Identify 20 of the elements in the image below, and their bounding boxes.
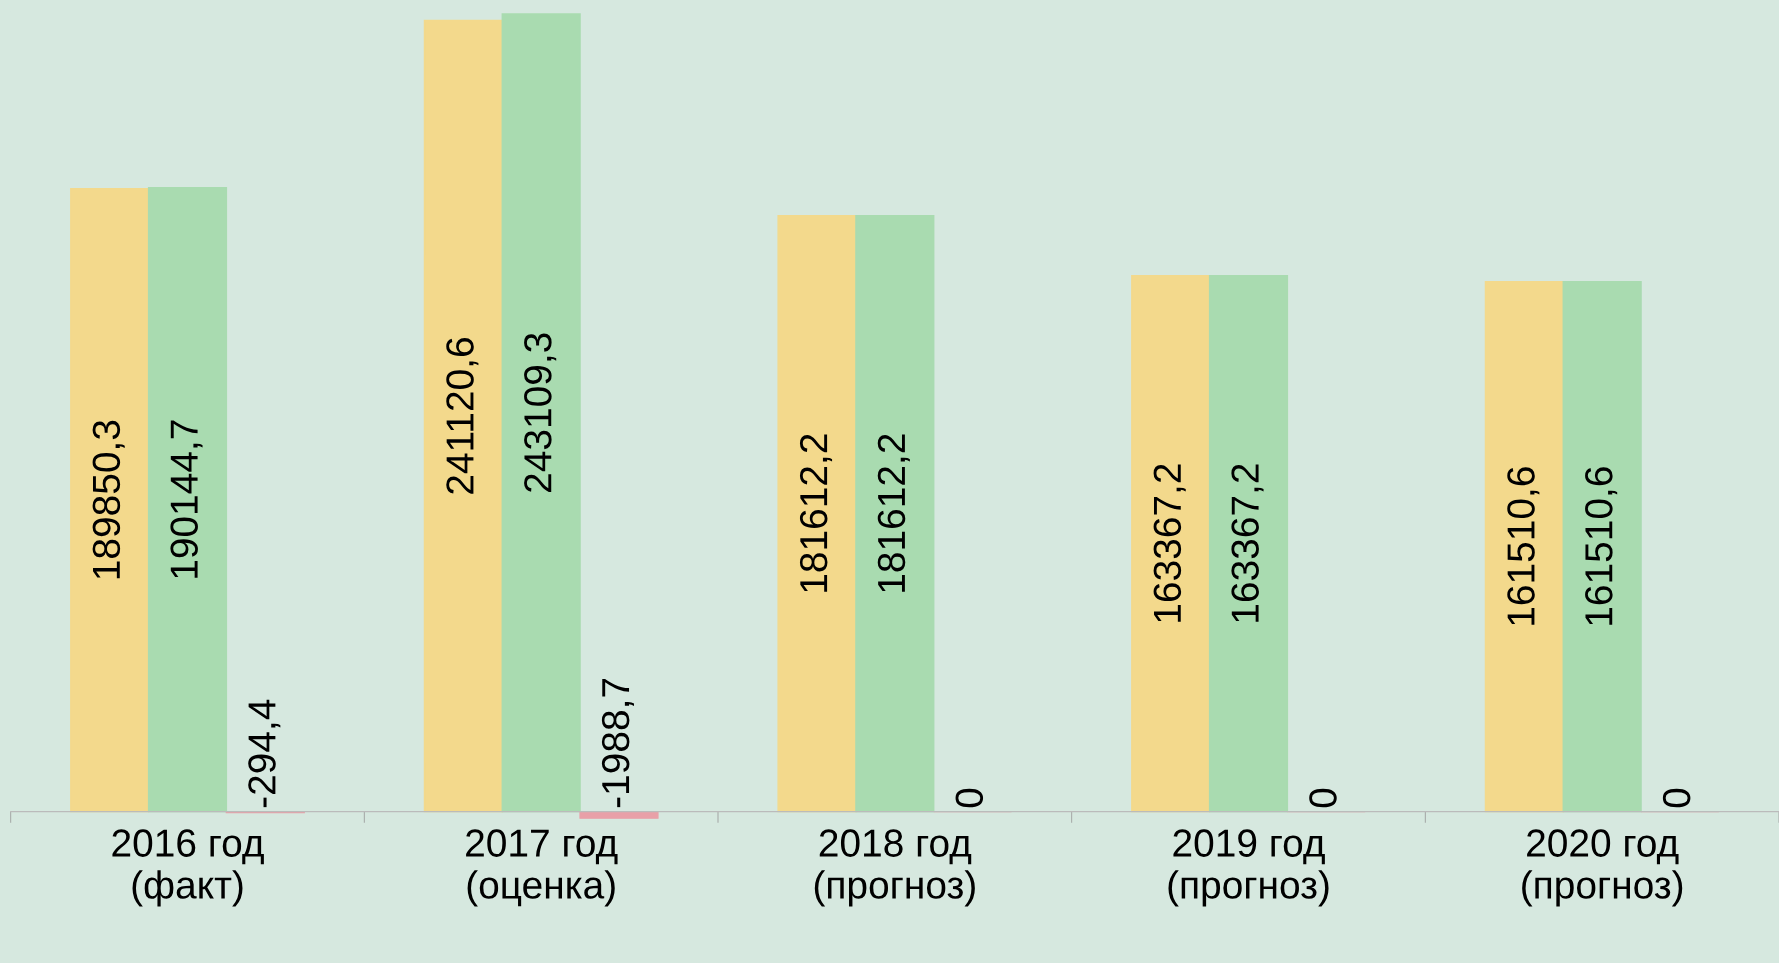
data-label: -1988,7 (601, 678, 635, 808)
x-tick-label: 2020 год (прогноз) (1522, 829, 1683, 907)
data-label: 163367,2 (1153, 464, 1186, 622)
data-label: 0 (955, 788, 984, 808)
data-label: 163367,2 (1231, 464, 1264, 622)
x-tick-label: 2019 год (прогноз) (1168, 829, 1329, 907)
data-label: -294,4 (248, 699, 281, 808)
data-label: 181612,2 (799, 434, 833, 592)
data-label: 189850,3 (92, 420, 125, 579)
data-label: 0 (1309, 788, 1337, 808)
data-label: 161510,6 (1507, 467, 1540, 625)
data-label: 190144,7 (170, 420, 203, 578)
data-label: 243109,3 (524, 333, 557, 492)
data-label: 161510,6 (1585, 467, 1618, 625)
x-tick-label: 2018 год (прогноз) (814, 829, 975, 907)
x-tick-label: 2017 год (оценка) (466, 829, 618, 907)
data-label: 0 (1662, 788, 1691, 808)
x-tick-label: 2016 год (факт) (112, 829, 264, 907)
data-label: 181612,2 (877, 434, 910, 592)
data-label: 241120,6 (446, 338, 479, 494)
